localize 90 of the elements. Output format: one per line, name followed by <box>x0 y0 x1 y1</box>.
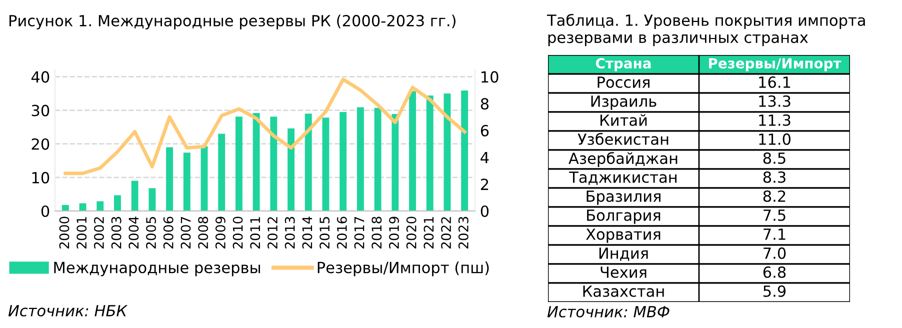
x-tick-label: 2008 <box>198 216 208 248</box>
y-tick-label: 10 <box>32 172 50 184</box>
chart-title: Рисунок 1. Международные резервы РК (2000-2023 гг.) <box>10 14 456 30</box>
x-tick-label: 2000 <box>59 216 70 248</box>
text: Страна <box>596 58 651 72</box>
text: 11.0 <box>759 133 790 145</box>
y2-tick-label: 8 <box>480 98 489 110</box>
bar <box>304 114 312 211</box>
x-tick-label: 2022 <box>441 217 452 248</box>
x-tick-label: 2019 <box>389 216 399 248</box>
x-tick-label: 2006 <box>163 216 174 248</box>
category-label: Россия <box>598 76 650 88</box>
bar <box>374 108 382 211</box>
bar <box>340 112 347 211</box>
category-label: Казахстан <box>583 286 664 297</box>
bar <box>356 107 364 211</box>
bar <box>409 91 416 211</box>
bar <box>392 114 399 211</box>
text: 5.9 <box>764 285 786 297</box>
bar <box>218 134 226 211</box>
y-tick-label: 0 <box>41 205 50 218</box>
bar <box>288 128 295 211</box>
category-label: Болгария <box>587 210 660 224</box>
x-tick-label: 2004 <box>128 216 139 248</box>
category-label: Чехия <box>600 266 646 278</box>
x-tick-label: 2020 <box>406 216 416 248</box>
category-label: Узбекистан <box>578 132 668 145</box>
bar <box>252 112 260 211</box>
text: 13.3 <box>759 95 790 107</box>
text: Источник: МВФ <box>547 306 670 318</box>
y2-tick-label: 0 <box>480 205 489 218</box>
x-tick-label: 2017 <box>354 216 364 248</box>
category-label: Индия <box>599 248 648 261</box>
x-tick-label: 2007 <box>180 216 191 248</box>
category-label: Хорватия <box>586 228 660 243</box>
y2-tick-label: 2 <box>480 178 488 190</box>
bar <box>131 180 138 211</box>
bar <box>96 201 104 211</box>
text: 11.3 <box>759 114 790 126</box>
x-tick-label: 2011 <box>250 217 260 248</box>
x-tick-label: 2001 <box>76 217 87 248</box>
text: 7.5 <box>764 210 786 221</box>
text: 8.2 <box>763 190 786 202</box>
legend-label: Резервы/Импорт (пш) <box>318 261 489 276</box>
x-tick-label: 2012 <box>268 217 278 248</box>
y2-tick-label: 4 <box>480 152 489 164</box>
x-tick-label: 2023 <box>458 216 468 248</box>
x-tick-label: 2013 <box>284 216 295 248</box>
bar <box>183 152 190 211</box>
bar <box>200 146 208 211</box>
line-series <box>64 78 466 176</box>
legend-label: Международные резервы <box>54 262 260 276</box>
bar <box>148 188 156 211</box>
x-tick-label: 2014 <box>302 216 312 248</box>
bar <box>270 116 278 211</box>
x-tick-label: 2015 <box>320 217 330 248</box>
text: 8.5 <box>763 152 786 164</box>
x-tick-label: 2002 <box>94 217 104 248</box>
x-tick-label: 2010 <box>232 216 243 248</box>
text: 8.3 <box>763 171 786 183</box>
category-label: Таджикистан <box>569 172 676 185</box>
bar <box>426 96 434 211</box>
x-tick-label: 2016 <box>336 216 347 248</box>
category-label: Китай <box>600 114 647 126</box>
y-tick-label: 20 <box>32 138 50 150</box>
category-label: Израиль <box>591 96 656 110</box>
bar <box>62 204 69 211</box>
text: Резервы/Импорт <box>708 58 842 72</box>
y-tick-label: 40 <box>31 71 50 83</box>
y2-tick-label: 6 <box>480 124 489 136</box>
x-tick-label: 2003 <box>111 216 122 248</box>
bar <box>114 195 121 211</box>
x-tick-label: 2018 <box>372 216 382 248</box>
x-tick-label: 2009 <box>215 216 226 248</box>
text: 7.1 <box>764 228 786 240</box>
text: Источник: НБК <box>8 305 128 316</box>
bar <box>461 90 468 211</box>
text: 6.8 <box>763 266 786 278</box>
bar <box>322 118 330 211</box>
text: Таблица. 1. Уровень покрытия импорта резервами в различных странах <box>546 14 865 46</box>
text: 16.1 <box>759 76 790 88</box>
x-tick-label: 2021 <box>424 217 434 248</box>
bar <box>166 147 174 211</box>
y-tick-label: 30 <box>32 104 50 116</box>
bar <box>235 116 242 211</box>
x-tick-label: 2005 <box>146 217 156 248</box>
y2-tick-label: 10 <box>482 71 498 83</box>
text: 7.0 <box>764 247 786 259</box>
category-label: Азербайджан <box>568 152 678 168</box>
category-label: Бразилия <box>586 190 660 205</box>
